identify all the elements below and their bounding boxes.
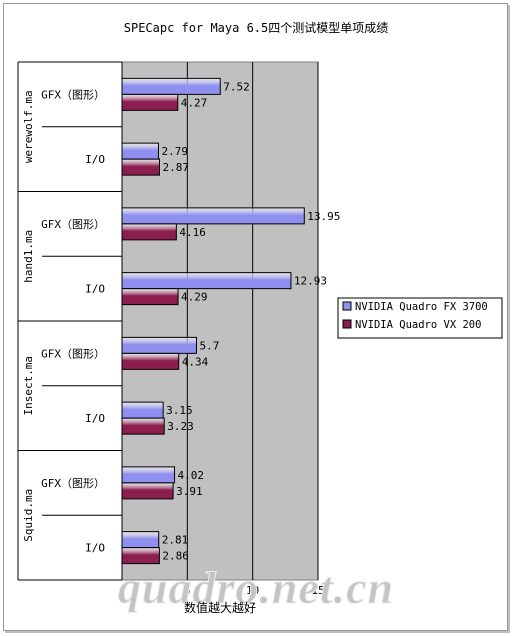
legend-label: NVIDIA Quadro FX 3700 [355,301,488,313]
data-label: 2.87 [163,161,190,174]
data-label: 13.95 [307,210,340,223]
x-tick-label: 5 [184,584,191,597]
data-label: 2.81 [162,534,189,547]
bar [121,531,160,549]
category-label: I/O [85,412,105,425]
data-label: 3.23 [167,420,194,433]
legend: NVIDIA Quadro FX 3700 NVIDIA Quadro VX 20… [337,297,503,339]
data-label: 4.29 [181,291,208,304]
category-label: GFX（图形） [41,88,105,101]
data-label: 3.91 [176,485,203,498]
bar [121,77,221,95]
group-label: werewolf.ma [22,90,35,163]
group-label: Insect.ma [22,356,35,416]
data-label: 3.15 [166,404,193,417]
data-label: 2.79 [161,145,188,158]
data-label: 4.02 [178,469,205,482]
data-label: 7.52 [223,80,250,93]
category-label: I/O [85,153,105,166]
category-label: GFX（图形） [41,477,105,490]
bar [121,142,159,160]
legend-label: NVIDIA Quadro VX 200 [355,319,481,331]
legend-swatch [342,301,352,311]
data-label: 12.93 [294,275,327,288]
bar [121,207,305,225]
bar [121,223,177,241]
data-label: 4.34 [182,355,209,368]
x-tick-label: 15 [311,584,324,597]
x-tick-label: 10 [246,584,259,597]
watermark-logo: quadro.net.cn [118,562,394,613]
bar [121,158,161,176]
x-tick-label: 0 [119,584,126,597]
bar [121,466,176,484]
category-label: I/O [85,542,105,555]
chart-title: SPECapc for Maya 6.5四个测试模型单项成绩 [124,20,389,35]
bar [121,93,179,111]
bar [121,482,174,500]
bar [121,288,179,306]
category-label: GFX（图形） [41,218,105,231]
bar [121,336,197,354]
category-label: I/O [85,283,105,296]
data-label: 5.7 [199,339,219,352]
data-label: 4.16 [179,226,206,239]
group-label: hand1.ma [22,230,35,283]
legend-swatch [342,319,352,329]
category-label: GFX（图形） [41,347,105,360]
bar [121,547,160,565]
bar [121,272,292,290]
plot-area [121,61,319,581]
x-axis-label: 数值越大越好 [184,600,256,615]
bar [121,401,164,419]
data-label: 4.27 [181,96,208,109]
bar [121,352,180,370]
legend-box [337,297,503,339]
data-label: 2.86 [162,550,189,563]
bar [121,417,165,435]
group-label: Squid.ma [22,489,35,542]
